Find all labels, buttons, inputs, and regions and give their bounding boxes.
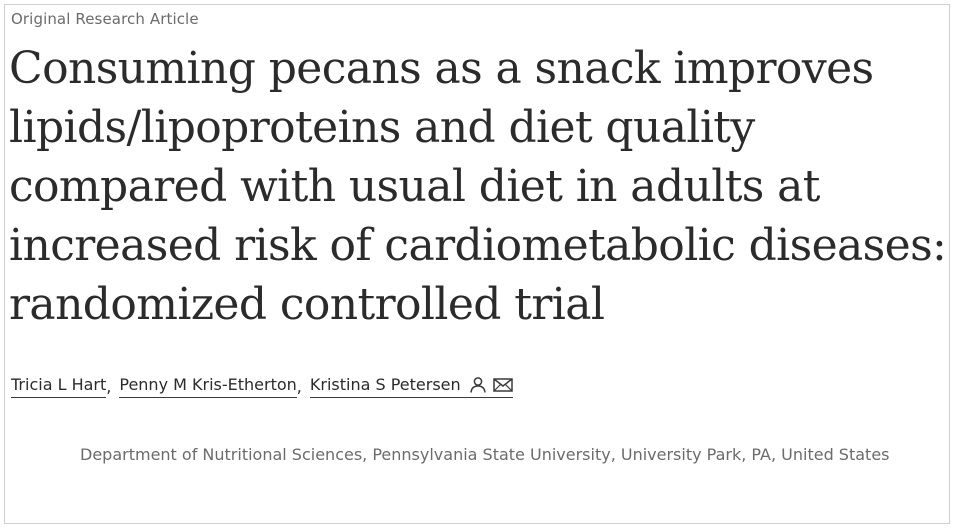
- title-line: increased risk of cardiometabolic diseas…: [9, 220, 950, 271]
- title-line: randomized controlled trial: [9, 279, 605, 330]
- author-link-tricia-hart[interactable]: Tricia L Hart: [11, 375, 107, 398]
- title-line: compared with usual diet in adults at: [9, 161, 820, 212]
- author-separator: ,: [106, 377, 112, 396]
- author-link-kristina-petersen[interactable]: Kristina S Petersen: [309, 375, 513, 398]
- author-list: Tricia L Hart , Penny M Kris-Etherton , …: [11, 375, 513, 398]
- article-title: Consuming pecans as a snack improves lip…: [9, 39, 950, 334]
- title-line: Consuming pecans as a snack improves: [9, 43, 874, 94]
- article-header: Original Research Article Consuming peca…: [4, 4, 950, 524]
- author-name: Kristina S Petersen: [309, 375, 461, 394]
- title-line: lipids/lipoproteins and diet quality: [9, 102, 755, 153]
- person-icon: [469, 376, 486, 393]
- article-type-label: Original Research Article: [11, 10, 199, 28]
- author-affiliation: Department of Nutritional Sciences, Penn…: [80, 445, 890, 464]
- author-link-penny-kris-etherton[interactable]: Penny M Kris-Etherton: [119, 375, 297, 398]
- author-separator: ,: [296, 377, 302, 396]
- author-contact-icons: [469, 376, 513, 394]
- envelope-icon[interactable]: [492, 377, 513, 393]
